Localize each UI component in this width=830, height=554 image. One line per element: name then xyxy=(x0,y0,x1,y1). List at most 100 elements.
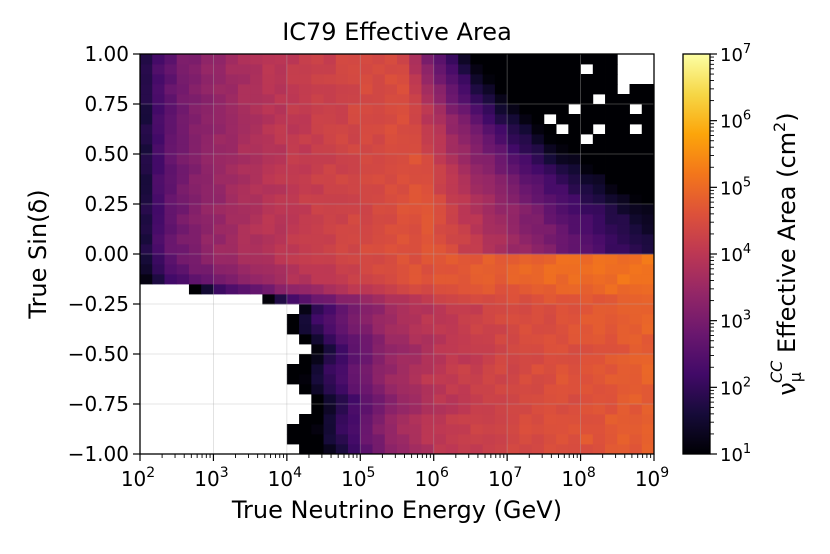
heatmap-cell xyxy=(617,164,630,175)
heatmap-cell xyxy=(311,64,324,75)
heatmap-cell xyxy=(605,224,618,235)
heatmap-cell xyxy=(409,394,422,405)
heatmap-cell xyxy=(262,94,276,105)
heatmap-cell xyxy=(323,244,337,255)
heatmap-cell xyxy=(641,284,655,295)
heatmap-cell xyxy=(140,84,153,95)
heatmap-cell xyxy=(152,214,165,225)
heatmap-cell xyxy=(445,214,459,225)
heatmap-cell xyxy=(568,154,581,165)
heatmap-cell xyxy=(286,374,300,385)
heatmap-cell xyxy=(299,84,312,95)
heatmap-cell xyxy=(225,174,239,185)
heatmap-cell xyxy=(592,414,606,425)
heatmap-cell xyxy=(262,154,276,165)
heatmap-cell xyxy=(629,414,643,425)
heatmap-cell xyxy=(152,244,165,255)
heatmap-cell xyxy=(262,294,276,305)
heatmap-cell xyxy=(617,104,630,115)
heatmap-cell xyxy=(531,374,545,385)
heatmap-cell xyxy=(617,124,630,135)
heatmap-cell xyxy=(494,94,508,105)
heatmap-cell xyxy=(397,334,410,345)
heatmap-cell xyxy=(262,104,276,115)
heatmap-cell xyxy=(556,224,569,235)
heatmap-cell xyxy=(507,204,520,215)
heatmap-cell xyxy=(470,94,484,105)
heatmap-cell xyxy=(372,184,386,195)
heatmap-cell xyxy=(372,444,386,455)
heatmap-cell xyxy=(188,264,202,275)
heatmap-cell xyxy=(335,124,349,135)
heatmap-cell xyxy=(433,64,447,75)
heatmap-cell xyxy=(274,264,288,275)
heatmap-cell xyxy=(384,134,398,145)
heatmap-cell xyxy=(568,194,581,205)
heatmap-cell xyxy=(592,114,606,125)
heatmap-cell xyxy=(531,114,545,125)
heatmap-cell xyxy=(568,274,581,285)
heatmap-cell xyxy=(372,144,386,155)
heatmap-cell xyxy=(384,444,398,455)
heatmap-cell xyxy=(433,444,447,455)
heatmap-cell xyxy=(348,144,361,155)
heatmap-cell xyxy=(311,444,324,455)
heatmap-cell xyxy=(592,64,606,75)
heatmap-cell xyxy=(556,194,569,205)
heatmap-cell xyxy=(372,334,386,345)
heatmap-cell xyxy=(433,124,447,135)
heatmap-cell xyxy=(433,434,447,445)
heatmap-cell xyxy=(519,424,533,435)
heatmap-cell xyxy=(164,274,178,285)
heatmap-cell xyxy=(592,174,606,185)
heatmap-cell xyxy=(323,164,337,175)
heatmap-cell xyxy=(617,184,630,195)
heatmap-cell xyxy=(335,84,349,95)
heatmap-cell xyxy=(201,214,214,225)
heatmap-cell xyxy=(360,64,373,75)
heatmap-cell xyxy=(556,174,569,185)
heatmap-cell xyxy=(397,174,410,185)
heatmap-cell xyxy=(311,344,324,355)
heatmap-cell xyxy=(323,184,337,195)
heatmap-cell xyxy=(543,204,557,215)
heatmap-cell xyxy=(641,254,655,265)
heatmap-cell xyxy=(152,74,165,85)
heatmap-cell xyxy=(274,174,288,185)
heatmap-cell xyxy=(580,404,594,415)
heatmap-cell xyxy=(397,74,410,85)
colorbar-ticks: 101 102 103 104 105 106 107 xyxy=(710,42,751,466)
heatmap-cell xyxy=(519,354,533,365)
heatmap-cell xyxy=(250,244,263,255)
heatmap-cell xyxy=(568,224,581,235)
heatmap-cell xyxy=(421,104,435,115)
heatmap-cell xyxy=(458,384,471,395)
x-axis-ticks: 102 103 104 105 106 107 108 109 xyxy=(121,454,669,491)
heatmap-cell xyxy=(311,234,324,245)
heatmap-cell xyxy=(592,304,606,315)
heatmap-cell xyxy=(605,314,618,325)
heatmap-cell xyxy=(397,354,410,365)
heatmap-cell xyxy=(433,54,447,65)
heatmap-cell xyxy=(164,264,178,275)
heatmap-cell xyxy=(237,214,251,225)
heatmap-cell xyxy=(470,154,484,165)
heatmap-cell xyxy=(458,94,471,105)
heatmap-cell xyxy=(213,134,227,145)
heatmap-cell xyxy=(519,84,533,95)
heatmap-cell xyxy=(641,174,655,185)
heatmap-cell xyxy=(164,184,178,195)
heatmap-cell xyxy=(605,304,618,315)
heatmap-cell xyxy=(188,124,202,135)
heatmap-cell xyxy=(433,404,447,415)
heatmap-cell xyxy=(556,294,569,305)
heatmap-cell xyxy=(421,164,435,175)
heatmap-cell xyxy=(629,444,643,455)
heatmap-cell xyxy=(140,164,153,175)
heatmap-cell xyxy=(629,244,643,255)
heatmap-cell xyxy=(286,124,300,135)
heatmap-cell xyxy=(274,214,288,225)
heatmap-cell xyxy=(482,334,496,345)
heatmap-cell xyxy=(360,274,373,285)
heatmap-cell xyxy=(335,94,349,105)
